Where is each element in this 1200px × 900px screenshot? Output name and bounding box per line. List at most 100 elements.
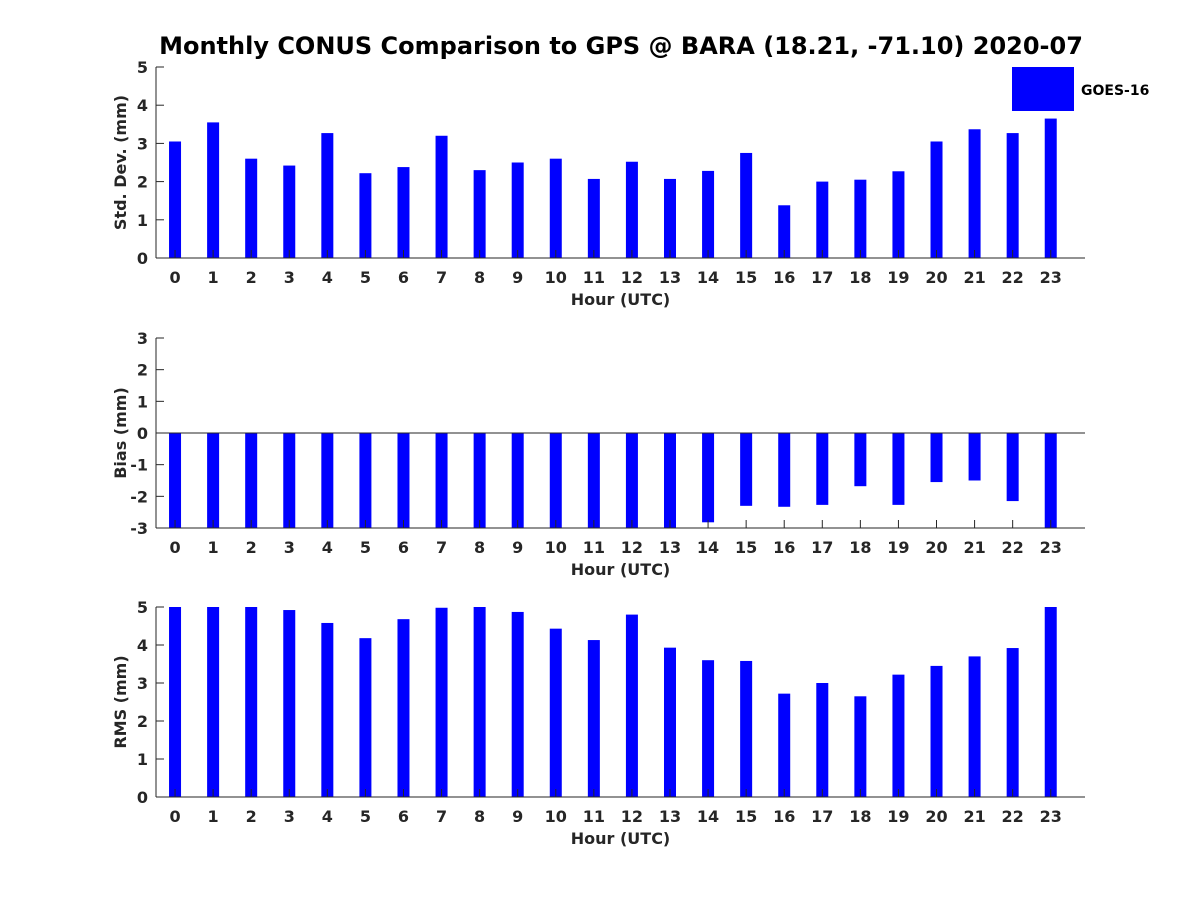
x-tick-label: 8: [474, 268, 485, 287]
x-tick-label: 13: [659, 807, 681, 826]
bar-hour-2: [245, 433, 258, 528]
x-tick-label: 18: [849, 268, 871, 287]
bar-hour-10: [549, 628, 562, 797]
bar-hour-12: [625, 161, 638, 258]
x-tick-label: 5: [360, 268, 371, 287]
y-tick-label: 0: [137, 424, 148, 443]
bar-hour-0: [169, 433, 182, 528]
x-tick-label: 13: [659, 268, 681, 287]
bar-hour-15: [740, 152, 753, 258]
y-tick-label: -3: [130, 519, 148, 538]
y-tick-label: 0: [137, 249, 148, 268]
y-tick-label: 3: [137, 134, 148, 153]
bar-hour-6: [397, 433, 410, 528]
bar-hour-4: [321, 622, 334, 797]
x-tick-label: 15: [735, 807, 757, 826]
x-tick-label: 23: [1040, 807, 1062, 826]
bar-hour-4: [321, 133, 334, 258]
bar-hour-23: [1044, 607, 1057, 797]
x-tick-label: 12: [621, 807, 643, 826]
x-tick-label: 9: [512, 268, 523, 287]
x-tick-label: 9: [512, 538, 523, 557]
bar-hour-2: [245, 158, 258, 258]
x-tick-label: 13: [659, 538, 681, 557]
x-tick-label: 5: [360, 538, 371, 557]
x-tick-label: 10: [545, 268, 567, 287]
bar-hour-18: [854, 179, 867, 258]
bar-hour-10: [549, 158, 562, 258]
x-tick-label: 16: [773, 538, 795, 557]
bar-hour-19: [892, 171, 905, 258]
bar-hour-3: [283, 610, 296, 797]
x-tick-label: 4: [322, 807, 333, 826]
bar-hour-17: [816, 683, 829, 797]
y-tick-label: 5: [137, 58, 148, 77]
bar-hour-13: [663, 647, 676, 797]
legend-swatch: [1012, 67, 1074, 111]
legend-label: GOES-16: [1081, 83, 1149, 99]
y-tick-label: 1: [137, 392, 148, 411]
x-tick-label: 2: [246, 268, 257, 287]
bar-hour-22: [1006, 648, 1019, 797]
bar-hour-11: [587, 640, 600, 797]
x-tick-label: 10: [545, 538, 567, 557]
x-tick-label: 18: [849, 538, 871, 557]
bar-hour-23: [1044, 118, 1057, 258]
y-axis-label: Bias (mm): [111, 387, 130, 479]
legend: GOES-16: [1012, 67, 1149, 111]
bar-hour-16: [778, 433, 791, 507]
x-tick-label: 16: [773, 807, 795, 826]
bar-hour-18: [854, 433, 867, 487]
x-tick-label: 1: [208, 807, 219, 826]
bar-hour-14: [702, 433, 715, 523]
bar-hour-12: [625, 614, 638, 797]
y-tick-label: 2: [137, 712, 148, 731]
bar-hour-8: [473, 170, 486, 258]
x-tick-label: 17: [811, 538, 833, 557]
bar-hour-14: [702, 170, 715, 258]
x-tick-label: 3: [284, 268, 295, 287]
bar-hour-20: [930, 141, 943, 258]
x-axis-label: Hour (UTC): [571, 290, 671, 309]
x-tick-label: 1: [208, 268, 219, 287]
bar-hour-18: [854, 696, 867, 797]
bar-hour-15: [740, 433, 753, 506]
x-tick-label: 14: [697, 807, 719, 826]
bar-hour-21: [968, 129, 981, 258]
x-tick-label: 7: [436, 268, 447, 287]
x-tick-label: 16: [773, 268, 795, 287]
x-tick-label: 6: [398, 538, 409, 557]
x-tick-label: 21: [963, 807, 985, 826]
x-tick-label: 19: [887, 268, 909, 287]
x-tick-label: 9: [512, 807, 523, 826]
x-tick-label: 8: [474, 807, 485, 826]
x-tick-label: 5: [360, 807, 371, 826]
chart-title: Monthly CONUS Comparison to GPS @ BARA (…: [159, 32, 1083, 60]
x-tick-label: 12: [621, 538, 643, 557]
y-tick-label: 4: [137, 636, 148, 655]
bar-hour-16: [778, 693, 791, 797]
bar-hour-1: [207, 433, 220, 528]
y-tick-label: 1: [137, 750, 148, 769]
bar-hour-8: [473, 433, 486, 528]
x-tick-label: 15: [735, 268, 757, 287]
x-axis-label: Hour (UTC): [571, 829, 671, 848]
x-tick-label: 22: [1002, 807, 1024, 826]
bar-hour-17: [816, 181, 829, 258]
x-tick-label: 21: [963, 538, 985, 557]
x-tick-label: 11: [583, 268, 605, 287]
x-tick-label: 11: [583, 807, 605, 826]
y-tick-label: -2: [130, 487, 148, 506]
x-tick-label: 23: [1040, 268, 1062, 287]
x-tick-label: 2: [246, 538, 257, 557]
bar-hour-15: [740, 660, 753, 797]
bar-hour-9: [511, 611, 524, 797]
x-tick-label: 14: [697, 268, 719, 287]
bar-hour-1: [207, 607, 220, 797]
bar-hour-5: [359, 433, 372, 528]
x-tick-label: 22: [1002, 538, 1024, 557]
bar-hour-21: [968, 656, 981, 797]
bar-hour-1: [207, 122, 220, 258]
x-tick-label: 1: [208, 538, 219, 557]
x-tick-label: 8: [474, 538, 485, 557]
